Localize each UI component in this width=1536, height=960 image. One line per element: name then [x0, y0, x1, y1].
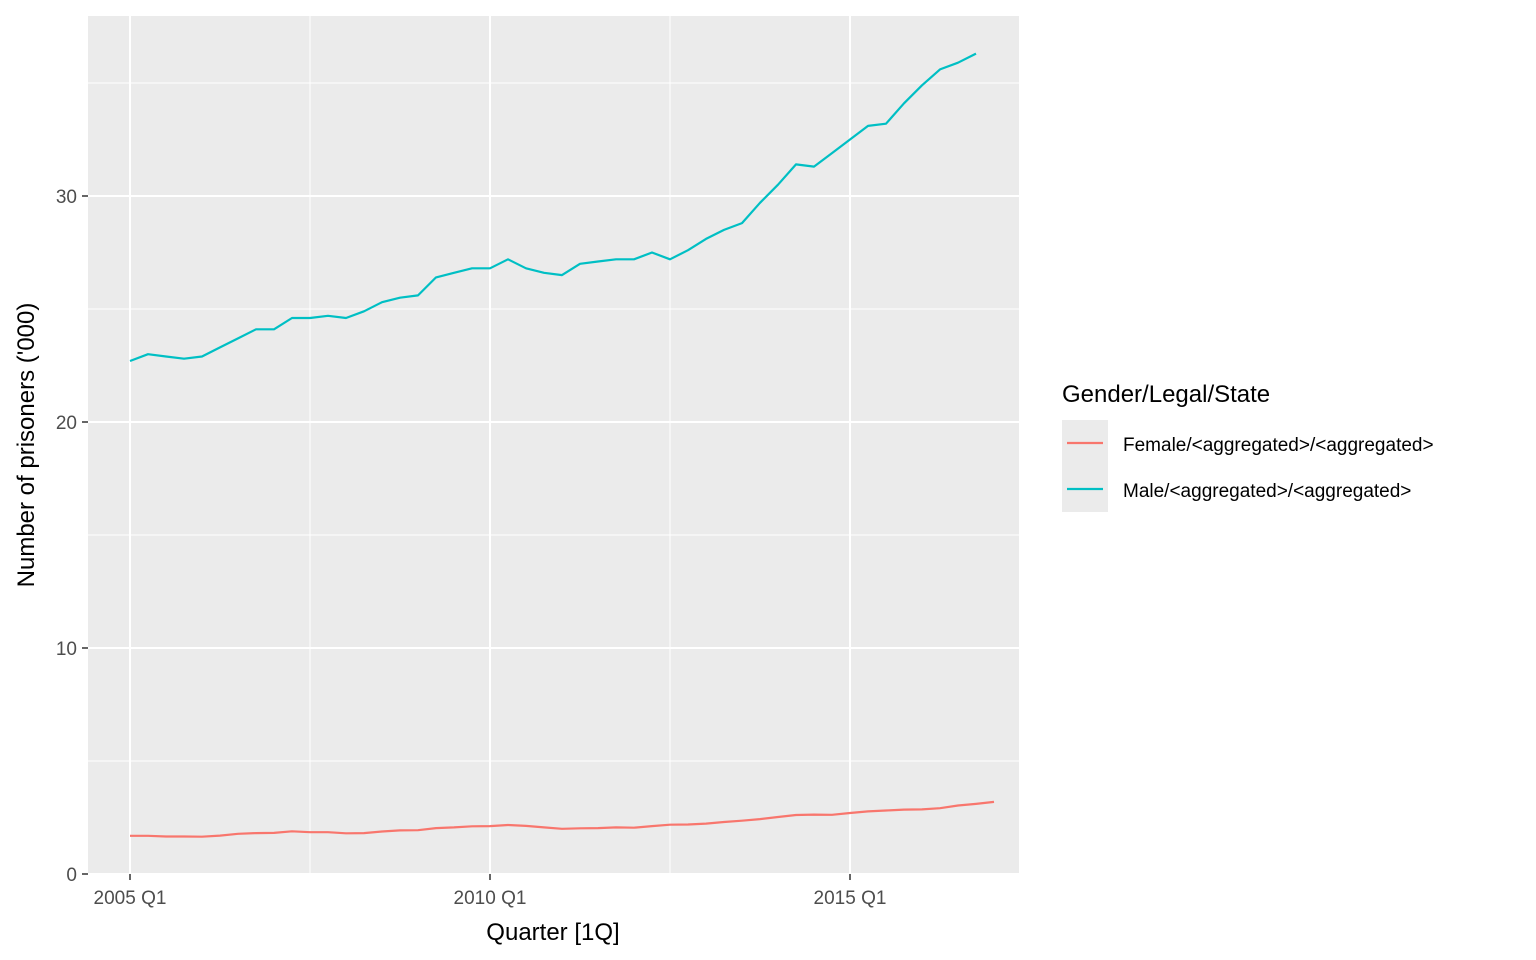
- y-tick-label: 10: [56, 639, 77, 660]
- y-tick-label: 0: [66, 865, 77, 886]
- plot-panel: [88, 16, 1019, 874]
- legend-title: Gender/Legal/State: [1062, 381, 1270, 408]
- legend: Gender/Legal/State Female/<aggregated>/<…: [1062, 381, 1434, 512]
- y-axis-title: Number of prisoners ('000): [13, 303, 40, 588]
- minor-gridlines: [88, 16, 1019, 874]
- legend-label-female: Female/<aggregated>/<aggregated>: [1123, 435, 1434, 456]
- y-tick-label: 20: [56, 413, 77, 434]
- series-line-female: [130, 800, 995, 838]
- y-tick-label: 30: [56, 187, 77, 208]
- x-tick-label: 2005 Q1: [94, 888, 167, 909]
- x-tick-label: 2010 Q1: [454, 888, 527, 909]
- x-axis: 2005 Q1 2010 Q1 2015 Q1: [94, 874, 887, 909]
- major-gridlines: [88, 16, 1019, 875]
- x-tick-label: 2015 Q1: [814, 888, 887, 909]
- x-axis-title: Quarter [1Q]: [486, 919, 619, 946]
- y-axis: 0 10 20 30: [56, 187, 88, 886]
- series-line-male: [129, 52, 977, 363]
- legend-label-male: Male/<aggregated>/<aggregated>: [1123, 481, 1411, 502]
- series-lines: [129, 52, 995, 838]
